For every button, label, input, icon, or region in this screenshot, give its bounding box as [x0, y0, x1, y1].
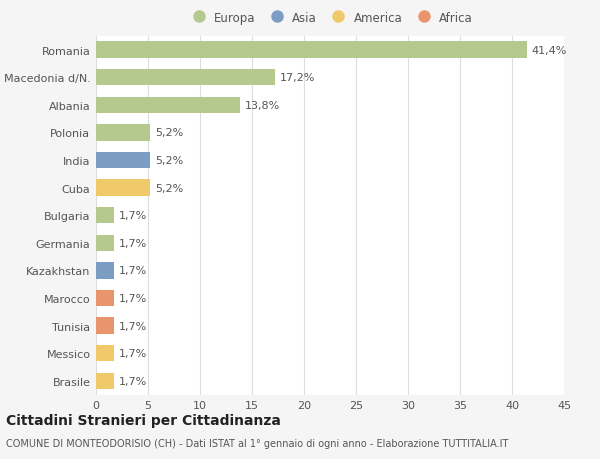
Bar	[96, 207, 113, 224]
Bar	[96, 345, 113, 362]
Bar	[96, 235, 113, 252]
Bar	[96, 42, 527, 59]
Text: 1,7%: 1,7%	[119, 238, 147, 248]
Bar	[96, 318, 113, 334]
Text: 1,7%: 1,7%	[119, 293, 147, 303]
Bar	[96, 70, 275, 86]
Legend: Europa, Asia, America, Africa: Europa, Asia, America, Africa	[182, 7, 478, 29]
Text: 1,7%: 1,7%	[119, 266, 147, 276]
Text: 41,4%: 41,4%	[532, 45, 567, 56]
Bar	[96, 125, 150, 141]
Text: 1,7%: 1,7%	[119, 211, 147, 221]
Text: 5,2%: 5,2%	[155, 156, 184, 166]
Text: 1,7%: 1,7%	[119, 376, 147, 386]
Text: 1,7%: 1,7%	[119, 348, 147, 358]
Text: 5,2%: 5,2%	[155, 128, 184, 138]
Text: Cittadini Stranieri per Cittadinanza: Cittadini Stranieri per Cittadinanza	[6, 413, 281, 427]
Bar	[96, 152, 150, 169]
Text: COMUNE DI MONTEODORISIO (CH) - Dati ISTAT al 1° gennaio di ogni anno - Elaborazi: COMUNE DI MONTEODORISIO (CH) - Dati ISTA…	[6, 438, 508, 448]
Bar	[96, 263, 113, 279]
Bar	[96, 97, 239, 114]
Text: 5,2%: 5,2%	[155, 183, 184, 193]
Bar	[96, 290, 113, 307]
Text: 17,2%: 17,2%	[280, 73, 316, 83]
Text: 13,8%: 13,8%	[245, 101, 280, 111]
Bar	[96, 180, 150, 196]
Text: 1,7%: 1,7%	[119, 321, 147, 331]
Bar	[96, 373, 113, 389]
